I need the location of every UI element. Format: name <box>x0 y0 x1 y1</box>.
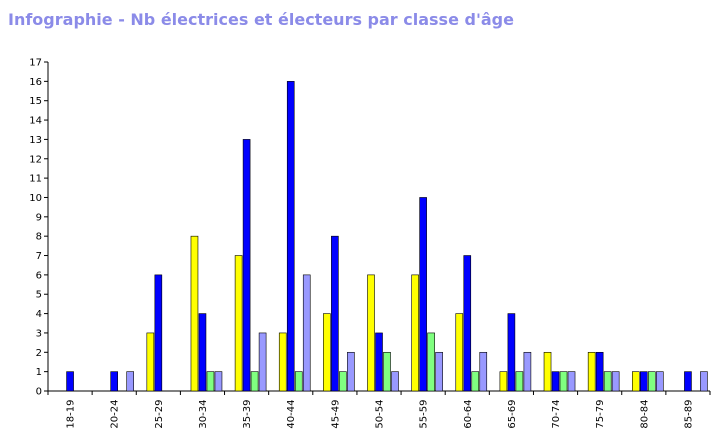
bar-series-1 <box>543 351 552 392</box>
bar-series-3 <box>515 371 524 392</box>
x-tick-label: 30-34 <box>198 400 209 429</box>
y-tick-label: 14 <box>29 116 42 127</box>
y-tick-label: 6 <box>36 270 42 281</box>
bar-series-4 <box>523 351 532 392</box>
bar-series-4 <box>258 332 267 392</box>
bar-series-4 <box>347 351 355 392</box>
y-tick-label: 0 <box>36 387 42 398</box>
x-axis-ticks: 18-19 20-24 25-29 30-34 35-39 40-44 45-49 50-54… <box>47 391 711 429</box>
bar-series-1 <box>499 371 508 392</box>
x-tick-label: 20-24 <box>110 400 121 429</box>
y-tick-label: 9 <box>36 212 42 223</box>
bar-series-2 <box>286 81 295 392</box>
x-tick-label: 35-39 <box>242 400 253 429</box>
y-tick-label: 5 <box>36 290 42 301</box>
bar-series-1 <box>631 371 640 392</box>
y-tick-label: 17 <box>29 58 42 69</box>
bar-series-3 <box>603 371 612 392</box>
bar-series-2 <box>331 235 339 392</box>
y-tick-label: 11 <box>29 174 42 185</box>
y-tick-label: 12 <box>29 154 42 165</box>
bar-series-1 <box>146 332 155 392</box>
bar-series-4 <box>214 371 223 392</box>
bar-series-4 <box>700 371 708 392</box>
x-tick-label: 50-54 <box>375 400 386 429</box>
bar-series-1 <box>411 274 419 392</box>
x-tick-label: 70-74 <box>551 400 562 429</box>
y-tick-label: 1 <box>36 367 42 378</box>
bar-series-1 <box>455 313 464 392</box>
bar-series-2 <box>639 371 648 392</box>
y-tick-label: 16 <box>29 77 42 88</box>
bar-series-1 <box>190 235 199 392</box>
bar-series-3 <box>206 371 215 392</box>
bar-series-3 <box>339 371 347 392</box>
bar-series-2 <box>198 313 207 392</box>
bar-series-2 <box>551 371 560 392</box>
bar-series-4 <box>479 351 488 392</box>
bar-series-3 <box>250 371 259 392</box>
bar-series-1 <box>587 351 596 392</box>
bar-series-2 <box>595 351 604 392</box>
x-tick-label: 18-19 <box>66 400 77 429</box>
bar-series-1 <box>234 255 243 392</box>
bar-series-4 <box>611 371 620 392</box>
chart-title: Infographie - Nb électrices et électeurs… <box>8 10 514 29</box>
x-tick-label: 25-29 <box>154 400 165 429</box>
y-tick-label: 4 <box>36 309 42 320</box>
x-tick-label: 55-59 <box>419 400 430 429</box>
y-tick-label: 7 <box>36 251 42 262</box>
x-tick-label: 65-69 <box>507 400 518 429</box>
y-tick-label: 8 <box>36 232 42 243</box>
x-tick-label: 45-49 <box>330 400 341 429</box>
bar-series-2 <box>684 371 692 392</box>
y-tick-label: 10 <box>29 193 42 204</box>
bar-series-2 <box>375 332 383 392</box>
x-tick-label: 75-79 <box>595 400 606 429</box>
bar-series-2 <box>419 197 427 392</box>
bar-series-2 <box>507 313 516 392</box>
bars-group <box>66 81 708 392</box>
bar-series-4 <box>391 371 399 392</box>
x-tick-label: 80-84 <box>639 400 650 429</box>
bar-series-4 <box>567 371 576 392</box>
x-tick-label: 60-64 <box>463 400 474 429</box>
bar-series-4 <box>302 274 311 392</box>
x-tick-label: 85-89 <box>683 400 694 429</box>
x-tick-label: 40-44 <box>286 400 297 429</box>
bar-series-3 <box>294 371 303 392</box>
bar-series-1 <box>367 274 375 392</box>
bar-series-1 <box>278 332 287 392</box>
y-tick-label: 15 <box>29 96 42 107</box>
bar-series-3 <box>559 371 568 392</box>
y-tick-label: 3 <box>36 328 42 339</box>
bar-series-3 <box>383 351 391 392</box>
bar-series-4 <box>126 371 134 392</box>
bar-series-4 <box>435 351 443 392</box>
bar-series-3 <box>647 371 656 392</box>
y-tick-label: 2 <box>36 348 42 359</box>
bar-series-2 <box>110 371 118 392</box>
bar-series-2 <box>66 371 74 392</box>
bar-series-2 <box>463 255 472 392</box>
bar-series-1 <box>323 313 331 392</box>
bar-series-4 <box>655 371 664 392</box>
y-tick-label: 13 <box>29 135 42 146</box>
bar-series-3 <box>427 332 435 392</box>
bar-series-2 <box>154 274 163 392</box>
bar-series-2 <box>242 139 251 392</box>
bar-series-3 <box>471 371 480 392</box>
